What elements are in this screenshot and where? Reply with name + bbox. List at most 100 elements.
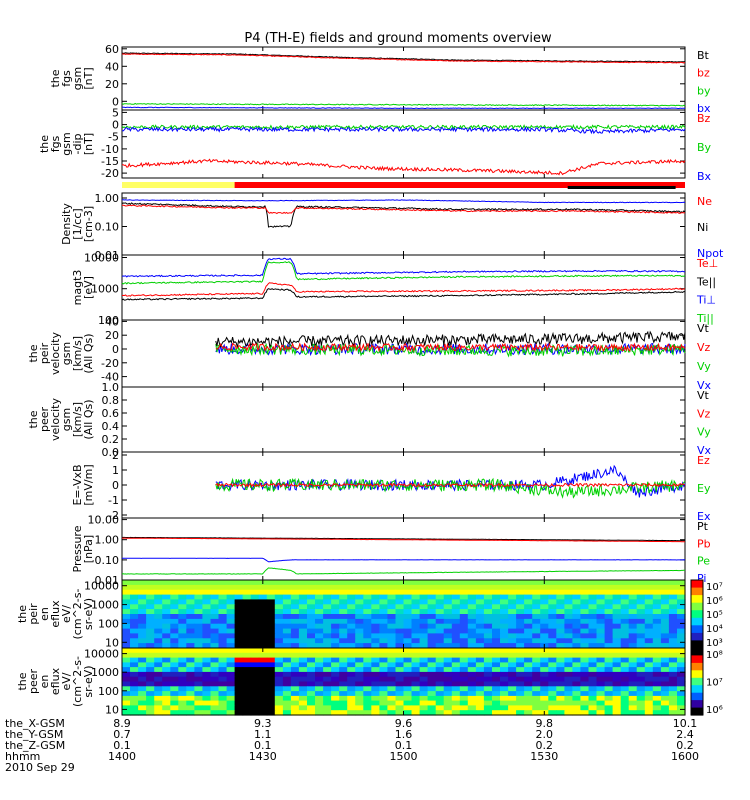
spectrogram-cell bbox=[467, 667, 477, 673]
spectrogram-cell bbox=[500, 589, 509, 596]
spectrogram-cell bbox=[548, 671, 557, 678]
spectrogram-cell bbox=[443, 648, 453, 654]
spectrogram-cell bbox=[660, 609, 670, 615]
spectrogram-cell bbox=[146, 594, 155, 601]
spectrogram-cell bbox=[524, 594, 533, 601]
spectrogram-cell bbox=[395, 671, 405, 678]
spectrogram-cell bbox=[162, 628, 171, 635]
spectrogram-cell bbox=[339, 705, 348, 711]
spectrogram-cell bbox=[548, 643, 557, 649]
spectrogram-cell bbox=[660, 662, 670, 668]
spectrogram-cell bbox=[516, 648, 525, 654]
spectrogram-cell bbox=[451, 584, 461, 591]
spectrogram-cell bbox=[596, 643, 606, 649]
spectrogram-cell bbox=[572, 691, 581, 697]
spectrogram-cell bbox=[556, 681, 565, 687]
spectrogram-cell bbox=[644, 599, 654, 605]
spectrogram-cell bbox=[636, 589, 646, 596]
spectrogram-cell bbox=[363, 584, 372, 591]
spectrogram-cell bbox=[178, 657, 187, 663]
spectrogram-cell bbox=[572, 671, 581, 678]
spectrogram-cell bbox=[146, 623, 155, 630]
spectrogram-cell bbox=[524, 710, 533, 716]
spectrogram-cell bbox=[258, 676, 268, 683]
spectrogram-cell bbox=[588, 584, 598, 591]
spectrogram-cell bbox=[652, 604, 662, 610]
spectrogram-cell bbox=[508, 705, 517, 711]
spectrogram-cell bbox=[178, 710, 187, 716]
spectrogram-cell bbox=[387, 710, 396, 716]
spectrogram-cell bbox=[604, 599, 614, 605]
spectrogram-cell bbox=[435, 633, 445, 639]
spectrogram-cell bbox=[307, 584, 316, 591]
y-axis-label: eV/ bbox=[60, 605, 73, 623]
spectrogram-cell bbox=[146, 671, 155, 678]
spectrogram-cell bbox=[532, 618, 541, 625]
spectrogram-cell bbox=[411, 667, 421, 673]
spectrogram-cell bbox=[379, 667, 388, 673]
spectrogram-cell bbox=[258, 638, 268, 644]
spectrogram-cell bbox=[395, 618, 405, 625]
spectrogram-cell bbox=[363, 618, 372, 625]
spectrogram-cell bbox=[363, 667, 372, 673]
spectrogram-cell bbox=[154, 643, 163, 649]
y-axis-label: eflux bbox=[49, 600, 62, 628]
spectrogram-cell bbox=[516, 594, 525, 601]
spectrogram-cell bbox=[443, 691, 453, 697]
spectrogram-cell bbox=[677, 594, 686, 601]
spectrogram-cell bbox=[411, 614, 421, 620]
spectrogram-cell bbox=[210, 614, 220, 620]
spectrogram-cell bbox=[508, 657, 517, 663]
spectrogram-cell bbox=[500, 710, 509, 716]
spectrogram-cell bbox=[154, 657, 163, 663]
spectrogram-cell bbox=[427, 643, 437, 649]
spectrogram-cell bbox=[170, 584, 179, 591]
colorbar-segment bbox=[691, 685, 703, 694]
spectrogram-cell bbox=[315, 648, 324, 654]
spectrogram-cell bbox=[307, 681, 316, 687]
spectrogram-cell bbox=[516, 623, 525, 630]
spectrogram-cell bbox=[258, 681, 268, 687]
spectrogram-cell bbox=[387, 589, 396, 596]
spectrogram-cell bbox=[556, 671, 565, 678]
spectrogram-cell bbox=[612, 628, 622, 635]
spectrogram-cell bbox=[564, 604, 573, 610]
spectrogram-cell bbox=[226, 695, 236, 702]
spectrogram-cell bbox=[411, 618, 421, 625]
spectrogram-cell bbox=[323, 609, 332, 615]
spectrogram-cell bbox=[483, 676, 493, 683]
spectrogram-cell bbox=[644, 710, 654, 716]
spectrogram-cell bbox=[492, 686, 501, 692]
spectrogram-cell bbox=[556, 628, 565, 635]
spectrogram-cell bbox=[451, 695, 461, 702]
series-line-p4-2 bbox=[121, 282, 686, 297]
spectrogram-cell bbox=[298, 604, 308, 610]
spectrogram-cell bbox=[660, 700, 670, 706]
spectrogram-cell bbox=[202, 667, 211, 673]
spectrogram-cell bbox=[339, 710, 348, 716]
spectrogram-cell bbox=[620, 589, 630, 596]
spectrogram-cell bbox=[202, 604, 211, 610]
y-axis-label: eV/ bbox=[60, 672, 73, 690]
spectrogram-cell bbox=[548, 594, 557, 601]
spectrogram-cell bbox=[475, 695, 485, 702]
spectrogram-cell bbox=[395, 691, 405, 697]
spectrogram-cell bbox=[274, 643, 284, 649]
spectrogram-cell bbox=[298, 667, 308, 673]
spectrogram-cell bbox=[315, 686, 324, 692]
spectrogram-cell bbox=[403, 614, 413, 620]
spectrogram-cell bbox=[339, 618, 348, 625]
spectrogram-cell bbox=[154, 671, 163, 678]
spectrogram-cell bbox=[419, 623, 429, 630]
spectrogram-cell bbox=[483, 662, 493, 668]
spectrogram-cell bbox=[668, 623, 678, 630]
spectrogram-cell bbox=[274, 695, 284, 702]
spectrogram-cell bbox=[596, 695, 606, 702]
spectrogram-cell bbox=[395, 652, 405, 659]
series-line-p5-3 bbox=[215, 342, 686, 353]
spectrogram-cell bbox=[331, 609, 340, 615]
spectrogram-cell bbox=[395, 584, 405, 591]
spectrogram-cell bbox=[483, 623, 493, 630]
spectrogram-cell bbox=[403, 580, 413, 586]
spectrogram-cell bbox=[234, 643, 244, 649]
